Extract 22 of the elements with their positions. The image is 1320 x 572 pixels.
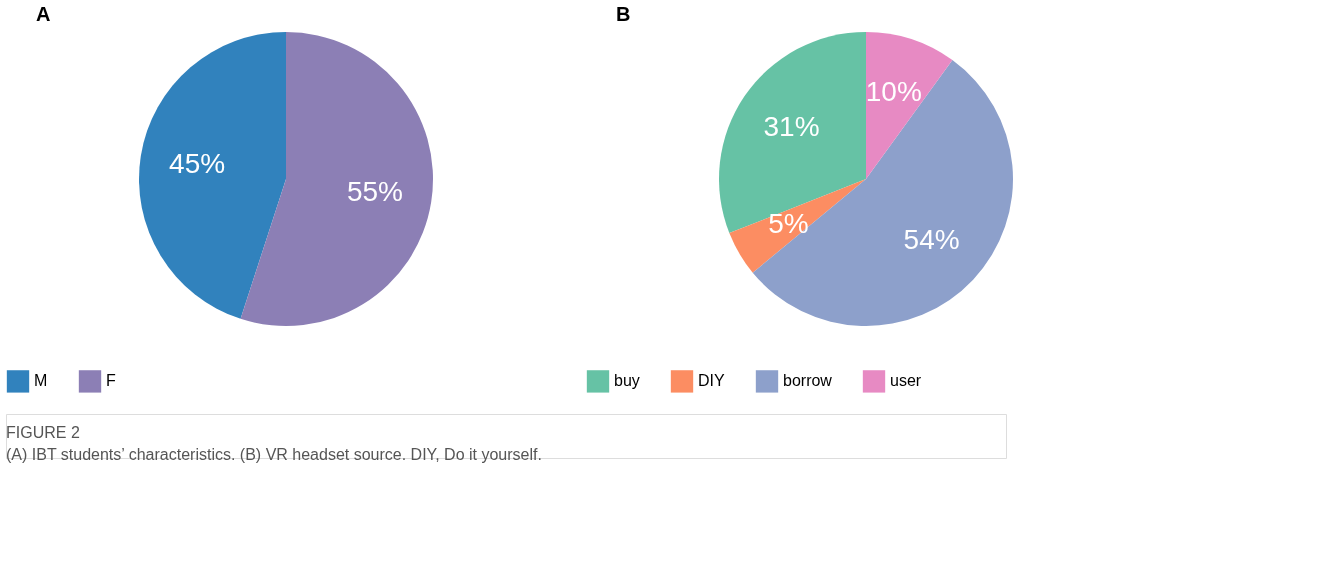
pie-slice	[729, 179, 866, 273]
pie-slice	[866, 32, 953, 179]
legend-label: DIY	[698, 372, 725, 390]
data-label: 55%	[346, 176, 403, 208]
data-label: 10%	[865, 76, 922, 108]
pie-slice	[240, 32, 433, 326]
legend-label: F	[106, 372, 116, 390]
caption: FIGURE 2	[6, 424, 80, 441]
data-label: 31%	[763, 111, 820, 143]
pie-slice	[719, 32, 866, 234]
data-label: 54%	[903, 223, 960, 255]
chart-title: A	[36, 3, 51, 25]
pie-slice	[752, 60, 1013, 326]
pie-slice	[139, 32, 286, 319]
legend-label: buy	[614, 372, 640, 390]
legend-label: borrow	[783, 372, 833, 390]
chart-title: B	[616, 3, 631, 25]
text: (A) IBT students’ characteristics. (B) VR headset source. DIY, Do it yourself.	[6, 446, 542, 463]
data-label: 45%	[169, 147, 226, 179]
legend-label: user	[890, 372, 922, 390]
data-label: 5%	[768, 207, 809, 239]
legend-label: M	[34, 372, 48, 390]
